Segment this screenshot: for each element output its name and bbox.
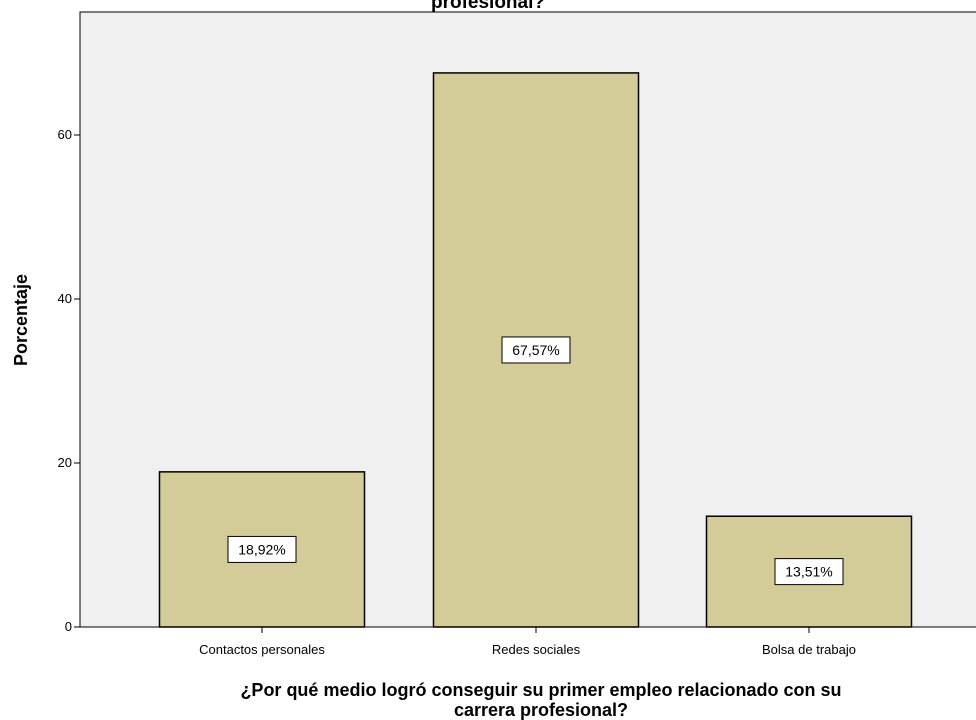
data-label-box <box>227 535 297 563</box>
data-label: 67,57% <box>512 342 559 358</box>
x-axis: Contactos personales Redes sociales Bolsa … <box>199 627 856 657</box>
y-tick-label: 60 <box>58 127 72 142</box>
x-tick-label: Bolsa de trabajo <box>762 642 856 657</box>
chart-title: profesional? <box>431 0 545 13</box>
x-axis-title-line-2: carrera profesional? <box>454 700 628 720</box>
bars: 18,92% 67,57% 13,51% <box>158 72 913 628</box>
y-axis: 0 20 40 60 <box>58 127 80 634</box>
x-tick-label: Contactos personales <box>199 642 325 657</box>
y-tick-label: 0 <box>65 619 72 634</box>
x-tick-label: Redes sociales <box>492 642 581 657</box>
y-tick-label: 40 <box>58 291 72 306</box>
y-tick-label: 20 <box>58 455 72 470</box>
data-label-box <box>501 336 571 364</box>
x-axis-title-line-1: ¿Por qué medio logró conseguir su primer… <box>240 680 841 700</box>
data-label: 13,51% <box>785 564 832 580</box>
data-label: 18,92% <box>238 541 285 557</box>
data-label-box <box>774 558 844 586</box>
y-axis-title: Porcentaje <box>11 274 31 366</box>
